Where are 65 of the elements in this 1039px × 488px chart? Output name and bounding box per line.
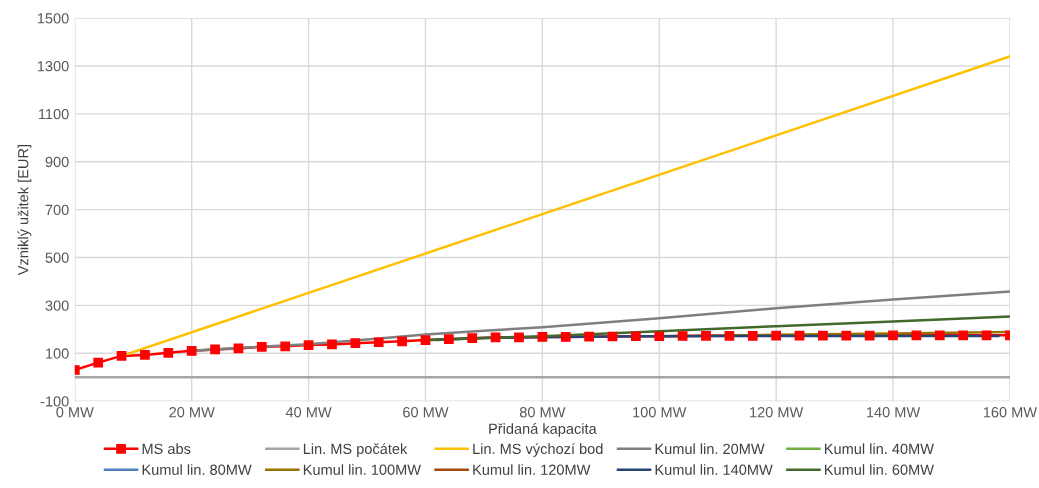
legend-label: Kumul lin. 20MW (655, 443, 765, 455)
x-tick-label: 40 MW (285, 407, 332, 418)
x-tick-label: 120 MW (750, 407, 804, 418)
point (467, 333, 478, 344)
point (373, 337, 384, 348)
point (934, 330, 945, 341)
point (701, 330, 711, 341)
y-tick-label: 700 (45, 204, 69, 216)
point (981, 330, 992, 341)
point (210, 344, 220, 355)
point (140, 350, 150, 360)
point (280, 341, 291, 352)
x-tick-label: 0 MW (56, 407, 94, 418)
legend-label: Kumul lin. 100MW (303, 464, 421, 475)
point (888, 330, 898, 341)
y-tick-label: 1300 (37, 61, 69, 72)
legend-label: Kumul lin. 140MW (655, 464, 773, 475)
point (420, 335, 431, 345)
point (397, 336, 407, 347)
y-tick-label: 1500 (37, 13, 69, 24)
legend-label: Lin. MS výchozí bod (473, 443, 603, 457)
point (747, 330, 758, 341)
point (186, 345, 197, 356)
point (327, 339, 337, 350)
x-tick-label: 60 MW (403, 407, 449, 418)
legend-label: Kumul lin. 120MW (473, 464, 591, 475)
y-tick-label: 300 (45, 300, 69, 311)
point (771, 330, 781, 341)
y-axis-title: Vzniklý užitek [EUR] (17, 144, 32, 276)
point (911, 330, 922, 341)
point (256, 341, 267, 352)
point (514, 332, 524, 343)
point (560, 332, 571, 342)
x-tick-label: 140 MW (866, 407, 921, 418)
legend-label: Lin. MS počátek (303, 443, 408, 457)
x-tick-label: 100 MW (633, 407, 687, 418)
point (584, 331, 594, 342)
point (93, 357, 104, 368)
point (677, 331, 688, 341)
point (116, 351, 127, 361)
point (303, 340, 314, 350)
point (443, 334, 454, 344)
point (864, 330, 875, 341)
x-tick-label: 160 MW (983, 407, 1038, 418)
point (724, 330, 735, 341)
y-tick-label: 1100 (39, 108, 69, 120)
point (958, 330, 969, 341)
y-tick-label: 900 (45, 156, 69, 168)
legend-label: Kumul lin. 40MW (824, 443, 934, 455)
legend-label: MS abs (142, 443, 191, 455)
y-tick-label: 500 (45, 252, 69, 263)
point (818, 330, 828, 341)
point (537, 332, 548, 342)
legend-label: Kumul lin. 80MW (142, 464, 252, 475)
x-tick-label: 20 MW (169, 407, 215, 418)
point (631, 331, 641, 342)
x-tick-label: 80 MW (519, 407, 566, 418)
y-tick-label: -100 (40, 396, 69, 407)
point (841, 330, 852, 341)
point (654, 331, 665, 342)
y-tick-label: 100 (46, 348, 69, 359)
x-axis-title: Přidaná kapacita (489, 423, 597, 437)
legend-label: Kumul lin. 60MW (824, 464, 934, 475)
point (350, 338, 361, 349)
point (163, 347, 174, 358)
